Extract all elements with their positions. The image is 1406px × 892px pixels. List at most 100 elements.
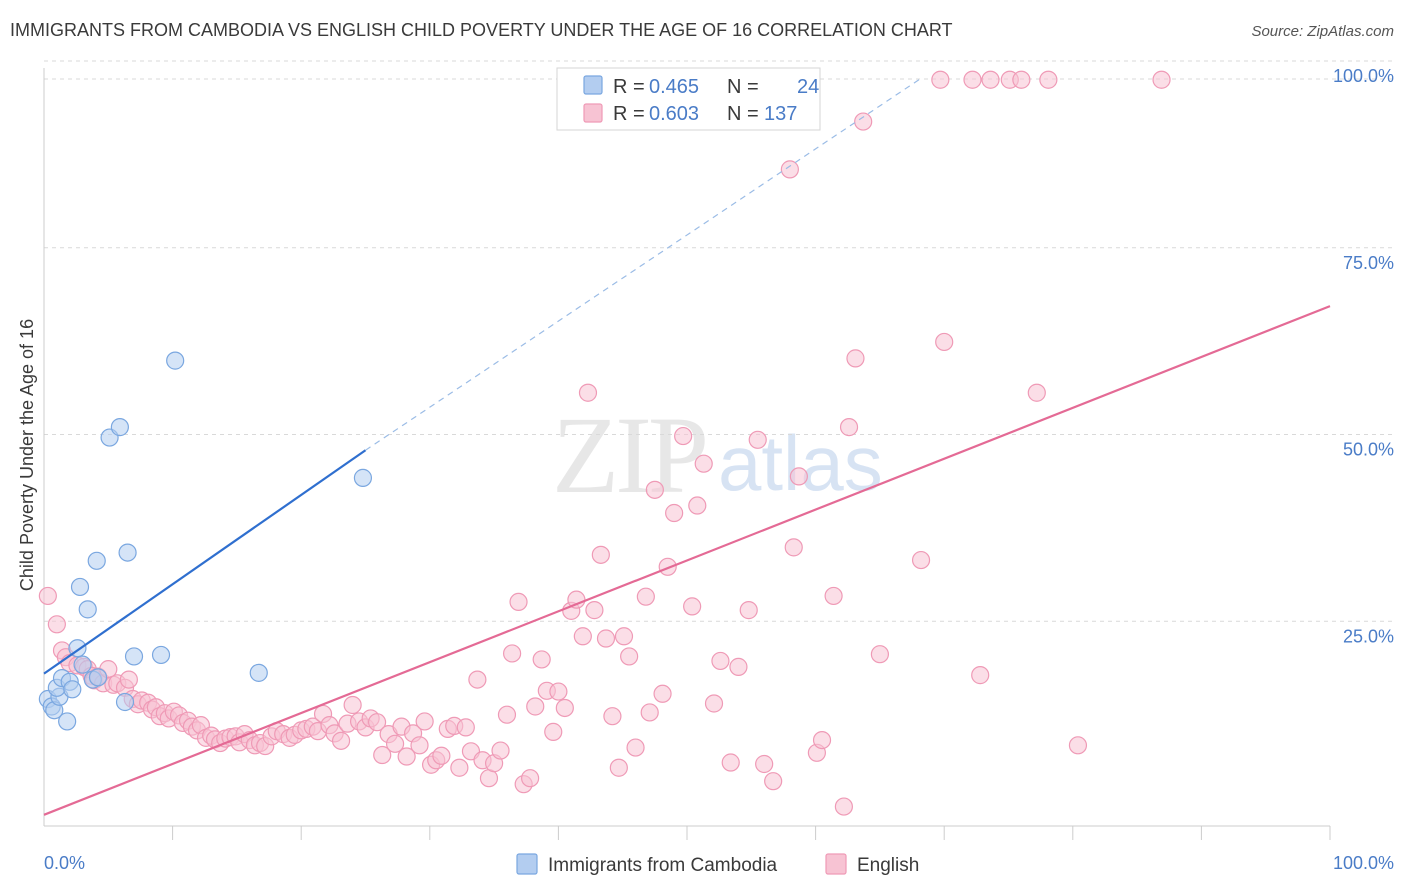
bottom-legend-label-english: English <box>857 855 919 876</box>
source-credit[interactable]: Source: ZipAtlas.com <box>1251 23 1394 40</box>
x-tick-label-max: 100.0% <box>1333 853 1394 873</box>
cambodia-point <box>110 418 129 437</box>
english-point <box>711 651 730 671</box>
english-point <box>38 586 57 606</box>
english-point <box>1012 70 1031 89</box>
cambodia-point <box>63 680 82 699</box>
english-point <box>1039 70 1058 89</box>
chart-title: IMMIGRANTS FROM CAMBODIA VS ENGLISH CHIL… <box>10 20 953 40</box>
english-point <box>450 758 469 777</box>
cambodia-point <box>58 712 77 731</box>
bottom-legend: Immigrants from Cambodia English <box>516 853 919 876</box>
cambodia-point <box>249 663 268 682</box>
english-point <box>854 112 873 131</box>
cambodia-trendline-extension <box>365 78 921 451</box>
legend-swatch-english <box>583 103 603 123</box>
english-point <box>870 645 890 664</box>
english-point <box>585 601 604 620</box>
legend-n-value-english: 137 <box>764 103 797 125</box>
english-point <box>497 705 517 724</box>
english-point <box>755 754 774 774</box>
english-point <box>963 70 982 89</box>
english-point <box>971 666 990 685</box>
english-point <box>931 70 950 89</box>
english-points <box>38 70 1171 816</box>
x-tick-marks <box>172 826 1331 840</box>
y-tick-label-75: 75.0% <box>1343 253 1394 273</box>
bottom-legend-swatch-english <box>825 853 847 875</box>
english-point <box>410 736 429 755</box>
legend-swatch-cambodia <box>583 75 603 95</box>
bottom-legend-swatch-cambodia <box>516 853 538 875</box>
y-tick-labels: 100.0% 75.0% 50.0% 25.0% <box>1333 66 1394 646</box>
english-point <box>526 697 545 716</box>
y-tick-label-25: 25.0% <box>1343 626 1394 646</box>
english-point <box>397 747 416 766</box>
english-point <box>521 769 540 788</box>
english-point <box>981 70 1000 89</box>
x-tick-labels: 0.0% 100.0% <box>44 853 1394 873</box>
legend-n-label-cambodia: N = <box>727 76 759 98</box>
english-point <box>704 694 724 713</box>
cambodia-point <box>151 645 171 665</box>
english-point <box>1068 736 1088 755</box>
legend-r-value-english: 0.603 <box>649 103 699 125</box>
english-point <box>834 797 853 816</box>
legend-n-label-english: N = <box>727 103 759 125</box>
english-point <box>620 647 639 666</box>
english-point <box>1027 383 1046 402</box>
english-point <box>549 682 568 701</box>
english-point <box>596 629 616 648</box>
y-axis-label: Child Poverty Under the Age of 16 <box>17 319 37 591</box>
english-point <box>456 718 475 737</box>
english-trendline <box>43 305 1331 816</box>
english-point <box>544 722 563 741</box>
english-point <box>47 615 66 634</box>
english-point <box>911 550 931 570</box>
english-point <box>739 601 758 620</box>
english-point <box>688 496 707 515</box>
cambodia-point <box>353 468 373 487</box>
y-tick-label-50: 50.0% <box>1343 440 1394 460</box>
english-point <box>748 430 767 449</box>
english-point <box>640 703 659 722</box>
english-point <box>789 467 808 486</box>
english-point <box>591 545 610 564</box>
english-point <box>721 753 740 772</box>
english-point <box>503 644 522 663</box>
english-point <box>491 741 510 760</box>
english-point <box>119 670 138 689</box>
english-point <box>1152 70 1171 89</box>
legend-r-value-cambodia: 0.465 <box>649 76 699 98</box>
cambodia-points <box>38 351 373 731</box>
english-point <box>367 713 387 732</box>
english-point <box>555 698 574 718</box>
english-point <box>729 657 748 676</box>
english-point <box>780 160 799 179</box>
legend-box: R = 0.465 N = 24 R = 0.603 N = 137 <box>556 67 821 131</box>
english-point <box>468 670 487 689</box>
gridlines <box>44 60 1392 622</box>
english-point <box>665 503 684 523</box>
english-point <box>509 592 528 612</box>
cambodia-point <box>87 551 106 570</box>
trendlines <box>43 78 1331 816</box>
cambodia-point <box>73 655 92 674</box>
cambodia-point <box>118 543 137 562</box>
english-point <box>609 758 628 777</box>
bottom-legend-label-cambodia: Immigrants from Cambodia <box>548 855 778 876</box>
english-point <box>626 738 645 757</box>
english-point <box>578 383 598 402</box>
cambodia-point <box>88 668 108 687</box>
watermark-zip-text: ZIP <box>552 394 705 516</box>
legend-r-label-cambodia: R = <box>613 76 645 98</box>
cambodia-point <box>70 577 90 597</box>
english-point <box>683 597 702 616</box>
cambodia-point <box>166 351 185 370</box>
english-point <box>373 745 392 765</box>
english-point <box>385 734 405 753</box>
english-point <box>331 731 351 750</box>
cambodia-point <box>115 692 135 712</box>
english-point <box>812 730 832 750</box>
